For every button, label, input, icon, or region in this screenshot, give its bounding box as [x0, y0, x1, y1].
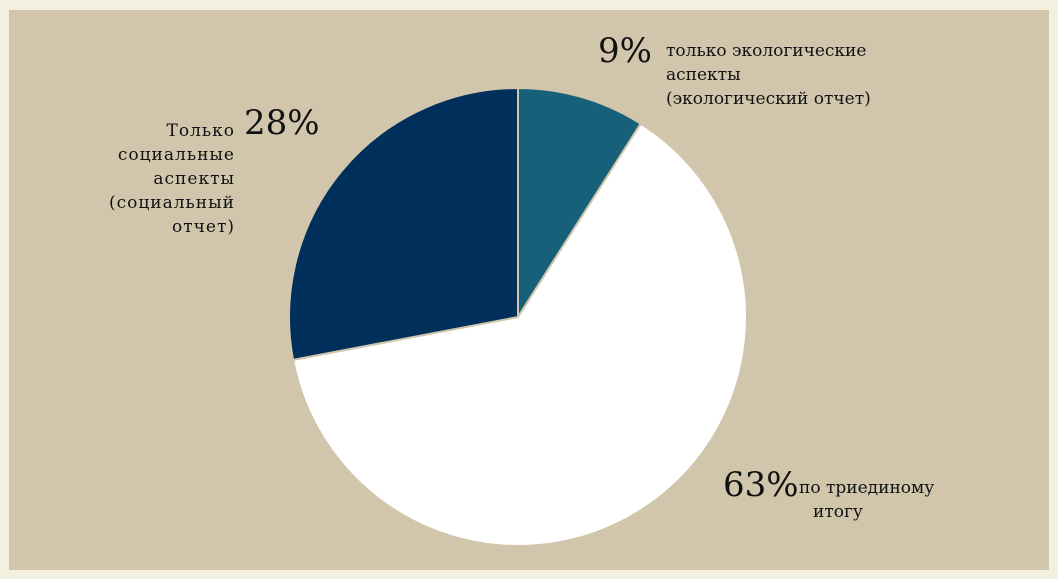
slice-social-label-line: Только [166, 121, 235, 141]
slice-social-label-line: отчет) [172, 217, 235, 237]
slice-ecological-label-line: (экологический отчет) [666, 89, 871, 109]
slice-ecological-label-line: аспекты [666, 65, 741, 85]
slice-social-label: Только социальные аспекты (социальный от… [60, 119, 235, 239]
slice-triple-bottom-line-label-line: по триединому [799, 478, 935, 498]
slice-social-label-line: (социальный [108, 193, 235, 213]
pie-slice-ecological [517, 87, 642, 318]
slice-social-percent-label: 28% [244, 103, 320, 143]
slice-social-label-line: социальные [117, 145, 235, 165]
slice-social-label-line: аспекты [153, 169, 235, 189]
slice-triple-bottom-line-label-line: итогу [813, 502, 863, 522]
slice-triple-bottom-line-label: по триединому итогу [799, 476, 934, 524]
slice-ecological-percent-label: 9% [598, 31, 652, 71]
slice-ecological-label-line: только экологические [666, 41, 867, 61]
pie-slice-triple-bottom-line [292, 122, 748, 547]
pie-slices [288, 87, 748, 547]
slice-ecological-label: только экологические аспекты (экологичес… [666, 39, 871, 111]
slice-triple-bottom-line-percent-label: 63% [723, 465, 799, 505]
pie-slice-social [288, 87, 519, 361]
